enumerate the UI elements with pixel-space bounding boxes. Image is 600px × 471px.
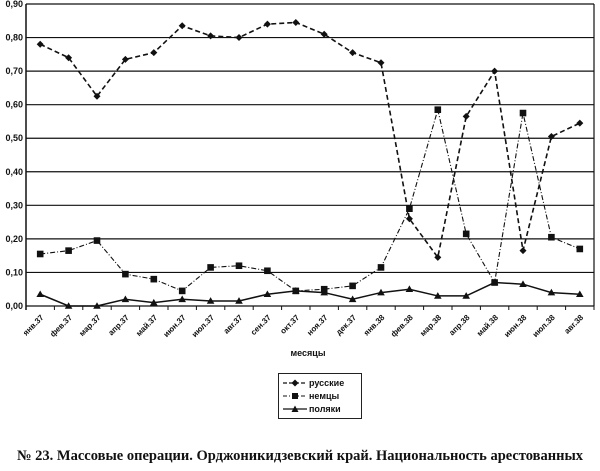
x-tick-label: фев.37	[48, 313, 74, 339]
x-tick-label: июн.37	[162, 313, 188, 339]
line-chart: 0,00 0,10 0,20 0,30 0,40 0,50 0,60 0,70 0,80 0,90…	[5, 0, 595, 358]
x-tick-label: сен.37	[249, 313, 273, 337]
figure-caption: № 23. Массовые операции. Орджоникидзевск…	[16, 448, 584, 464]
diamond-marker-icon	[283, 379, 307, 386]
legend-item-germans: немцы	[283, 389, 339, 402]
x-tick-label: ноя.37	[305, 313, 330, 338]
chart-legend: русские немцы поляки	[278, 373, 362, 419]
x-tick-label: авг.38	[563, 313, 586, 336]
square-marker-icon	[283, 392, 307, 399]
legend-item-russians: русские	[283, 376, 344, 389]
y-tick-label: 0,40	[5, 167, 23, 177]
legend-label: русские	[309, 377, 345, 388]
series-1	[36, 106, 584, 295]
x-tick-label: дек.37	[334, 313, 358, 337]
legend-label: поляки	[309, 403, 341, 414]
legend-item-poles: поляки	[283, 402, 341, 415]
y-tick-label: 0,60	[5, 100, 23, 110]
y-tick-label: 0,70	[5, 66, 23, 76]
y-tick-label: 0,90	[5, 0, 23, 9]
x-tick-label: фев.38	[389, 313, 415, 339]
x-axis-label: месяцы	[290, 348, 325, 358]
x-axis-ticks: янв.37 фев.37 мар.37 апр.37 май.37 июн.37 июл.…	[21, 313, 585, 339]
x-tick-label: окт.37	[278, 313, 301, 336]
y-tick-label: 0,00	[5, 301, 23, 311]
x-tick-label: май.38	[475, 313, 500, 338]
x-tick-label: июл.37	[190, 313, 216, 339]
y-tick-label: 0,10	[5, 267, 23, 277]
y-tick-label: 0,80	[5, 33, 23, 43]
x-tick-label: май.37	[134, 313, 159, 338]
series-0	[36, 18, 584, 261]
y-tick-label: 0,20	[5, 234, 23, 244]
x-tick-label: июл.38	[531, 313, 557, 339]
data-series	[36, 18, 584, 309]
gridlines	[25, 3, 595, 310]
x-tick-label: янв.37	[21, 313, 46, 338]
x-tick-label: авг.37	[222, 313, 245, 336]
y-tick-label: 0,30	[5, 200, 23, 210]
x-tick-label: июн.38	[502, 313, 528, 339]
y-axis-ticks: 0,00 0,10 0,20 0,30 0,40 0,50 0,60 0,70 0,80 0,90	[5, 0, 23, 311]
series-2	[36, 278, 584, 309]
triangle-marker-icon	[283, 405, 307, 412]
y-tick-label: 0,50	[5, 133, 23, 143]
x-tick-label: апр.37	[107, 313, 132, 338]
legend-label: немцы	[309, 390, 340, 401]
x-tick-label: янв.38	[362, 313, 387, 338]
x-tick-label: апр.38	[447, 313, 472, 338]
x-tick-label: мар.37	[77, 313, 102, 338]
x-tick-label: мар.38	[418, 313, 443, 338]
